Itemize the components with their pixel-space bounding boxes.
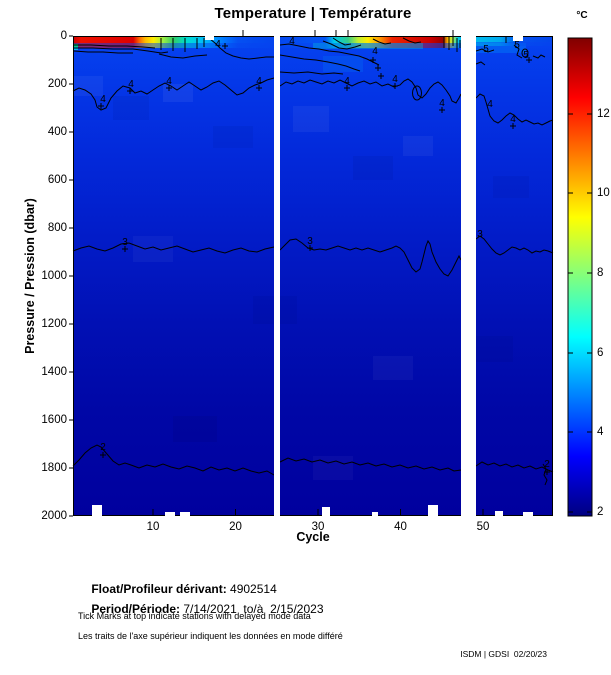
contour-label-4: 4 <box>372 46 378 57</box>
x-tick-label: 50 <box>476 521 490 533</box>
contour-level-labels: 4 4 4 4 4 3 2 4 4 4 4 4 3 5 5 5 4 4 3 2 <box>100 36 550 470</box>
x-axis-ticks <box>152 509 484 516</box>
x-axis-label: Cycle <box>296 530 330 544</box>
contour-label-5: 5 <box>483 44 489 55</box>
contour-label-4: 4 <box>510 114 516 125</box>
colorbar-tick-label: 2 <box>597 506 604 518</box>
contour-label-5: 5 <box>523 50 529 61</box>
colorbar-ticks <box>568 113 592 513</box>
contour-label-4: 4 <box>166 76 172 87</box>
colorbar-tick-label: 10 <box>597 187 610 199</box>
colorbar-tick-label: 4 <box>597 426 604 438</box>
contour-label-4: 4 <box>215 39 221 50</box>
colorbar <box>567 37 593 517</box>
contour-label-3: 3 <box>477 229 483 240</box>
plot-area: 4 4 4 4 4 3 2 4 4 4 4 4 3 5 5 5 4 4 3 2 <box>69 30 554 517</box>
contour-label-5: 5 <box>514 40 520 51</box>
period-label: Period/Période: <box>91 602 181 616</box>
missing-data-notches <box>92 35 533 517</box>
x-tick-label: 40 <box>394 521 407 533</box>
contour-label-4: 4 <box>439 98 445 109</box>
x-tick-label: 20 <box>229 521 242 533</box>
contour-label-4: 4 <box>344 76 350 87</box>
contour-label-4: 4 <box>100 94 106 105</box>
x-tick-label: 30 <box>311 521 325 533</box>
colorbar-tick-label: 6 <box>597 347 604 359</box>
contour-label-4: 4 <box>128 79 134 90</box>
contour-label-2: 2 <box>100 442 106 453</box>
contour-label-3: 3 <box>122 237 128 248</box>
float-id-value: 4902514 <box>226 582 277 596</box>
y-tick-label: 1600 <box>41 414 67 426</box>
contour-label-2: 2 <box>544 459 550 470</box>
float-id-label: Float/Profileur dérivant: <box>91 582 227 596</box>
x-tick-label: 10 <box>146 521 160 533</box>
colorbar-gradient <box>567 37 593 517</box>
plot-title: Temperature | Température <box>214 5 412 22</box>
y-tick-label: 800 <box>47 222 67 234</box>
contour-label-3: 3 <box>307 236 313 247</box>
note-delayed-mode-en: Tick Marks at top indicate stations with… <box>78 611 311 621</box>
delayed-mode-ticks <box>242 30 454 36</box>
y-axis-ticks <box>69 35 73 517</box>
contour-label-4: 4 <box>256 76 262 87</box>
float-id-line: Float/Profileur dérivant: 4902514 <box>78 568 277 610</box>
source-credit: ISDM | GDSI 02/20/23 <box>460 649 547 659</box>
colorbar-tick-label: 12 <box>597 108 610 120</box>
colorbar-unit-label: °C <box>576 10 588 21</box>
y-tick-label: 400 <box>47 126 67 138</box>
y-tick-label: 1400 <box>41 366 67 378</box>
contour-label-4: 4 <box>487 99 493 110</box>
y-tick-label: 1000 <box>41 270 67 282</box>
note-delayed-mode-fr: Les traits de l'axe supérieur indiquent … <box>78 631 343 641</box>
y-tick-label: 1200 <box>41 318 67 330</box>
contour-label-4: 4 <box>392 74 398 85</box>
period-line: Period/Période: 7/14/2021 to/à 2/15/2023 <box>78 588 324 630</box>
y-tick-label: 2000 <box>41 510 67 522</box>
contour-lines <box>72 37 554 486</box>
missing-cycle-gaps <box>274 35 476 517</box>
y-tick-label: 200 <box>47 78 67 90</box>
y-tick-label: 600 <box>47 174 67 186</box>
y-tick-label: 1800 <box>41 462 67 474</box>
colorbar-tick-label: 8 <box>597 267 604 279</box>
period-value: 7/14/2021 to/à 2/15/2023 <box>180 602 324 616</box>
y-tick-label: 0 <box>60 30 67 42</box>
contour-label-4: 4 <box>289 36 295 47</box>
